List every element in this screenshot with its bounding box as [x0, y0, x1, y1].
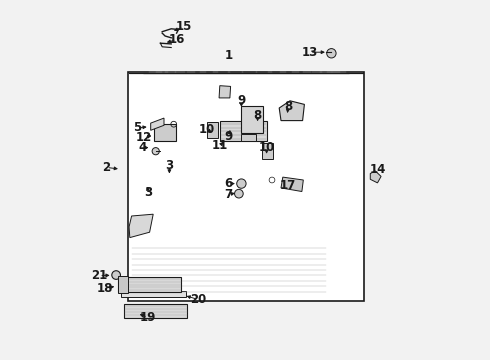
Text: 20: 20 — [190, 293, 206, 306]
Circle shape — [327, 49, 336, 58]
Circle shape — [235, 189, 243, 198]
Circle shape — [237, 179, 246, 188]
Text: 19: 19 — [140, 311, 156, 324]
Text: 7: 7 — [225, 188, 233, 201]
Polygon shape — [129, 214, 153, 238]
Bar — [242, 106, 263, 133]
Text: 17: 17 — [280, 179, 296, 192]
Text: 15: 15 — [175, 21, 192, 33]
Text: 10: 10 — [199, 123, 215, 136]
Text: 9: 9 — [237, 94, 245, 107]
Text: 5: 5 — [133, 121, 141, 134]
Text: 14: 14 — [370, 163, 387, 176]
Text: 18: 18 — [97, 282, 113, 294]
Text: 16: 16 — [169, 33, 185, 46]
Bar — [121, 291, 186, 297]
Bar — [262, 143, 273, 159]
Bar — [242, 134, 256, 141]
Text: 11: 11 — [212, 139, 228, 152]
Bar — [128, 72, 364, 301]
Text: 2: 2 — [102, 161, 110, 174]
Text: 3: 3 — [165, 159, 173, 172]
Text: 4: 4 — [138, 141, 147, 154]
Text: 12: 12 — [136, 131, 152, 144]
Bar — [154, 124, 176, 141]
Bar — [220, 121, 267, 141]
Text: 1: 1 — [225, 49, 233, 62]
Bar — [118, 276, 128, 293]
Bar — [118, 277, 181, 292]
Bar — [207, 122, 218, 138]
Text: 8: 8 — [284, 100, 293, 113]
Circle shape — [112, 271, 121, 279]
Text: 10: 10 — [259, 141, 275, 154]
Text: 3: 3 — [144, 186, 152, 199]
Polygon shape — [151, 118, 164, 130]
Polygon shape — [219, 86, 231, 98]
Text: 6: 6 — [225, 177, 233, 190]
Polygon shape — [279, 101, 304, 121]
Text: 8: 8 — [253, 109, 262, 122]
Text: 9: 9 — [225, 130, 233, 143]
Bar — [124, 304, 187, 318]
Text: 13: 13 — [302, 46, 318, 59]
Polygon shape — [281, 177, 303, 192]
Circle shape — [152, 148, 159, 155]
Polygon shape — [370, 171, 381, 183]
Text: 21: 21 — [91, 269, 107, 282]
